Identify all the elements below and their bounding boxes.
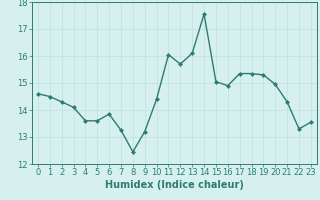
X-axis label: Humidex (Indice chaleur): Humidex (Indice chaleur) — [105, 180, 244, 190]
